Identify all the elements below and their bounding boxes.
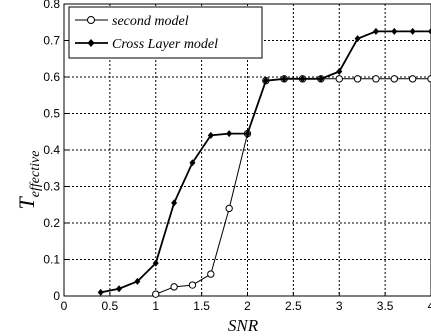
data-point-cross-layer-model <box>97 288 104 296</box>
data-point-cross-layer-model <box>116 285 123 293</box>
y-axis-label: Teffective <box>14 151 43 210</box>
x-tick-label: 3 <box>336 299 343 313</box>
data-point-cross-layer-model <box>317 75 324 83</box>
data-point-cross-layer-model <box>391 27 398 35</box>
y-tick-label: 0.1 <box>43 253 60 267</box>
x-tick-label: 2.5 <box>285 299 302 313</box>
data-point-cross-layer-model <box>281 75 288 83</box>
y-tick-label: 0.3 <box>43 180 60 194</box>
data-point-second-model <box>152 290 160 298</box>
y-axis-label-main: T <box>14 195 39 209</box>
data-point-cross-layer-model <box>354 35 361 43</box>
x-tick-label: 0.5 <box>102 299 119 313</box>
data-point-cross-layer-model <box>299 75 306 83</box>
legend-label-second-model: second model <box>112 14 189 29</box>
data-point-second-model <box>353 75 362 83</box>
y-axis-ticks: 0 0.1 0.2 0.3 0.4 0.5 0.6 0.7 0.8 <box>43 0 68 303</box>
y-axis-label-subscript: effective <box>28 151 43 198</box>
data-point-cross-layer-model <box>171 199 178 207</box>
legend-entry-second-model: second model <box>75 14 189 29</box>
x-tick-label: 1 <box>152 299 159 313</box>
data-point-second-model <box>225 204 233 213</box>
data-point-cross-layer-model <box>207 131 214 139</box>
data-point-second-model <box>188 281 197 289</box>
legend-label-cross-layer-model: Cross Layer model <box>112 37 218 52</box>
data-point-cross-layer-model <box>262 77 269 85</box>
data-point-cross-layer-model <box>189 159 196 167</box>
legend-entry-cross-layer-model: Cross Layer model <box>75 37 218 52</box>
x-axis-ticks: 0 0.5 1 1.5 2 2.5 3 3.5 4 <box>61 292 431 313</box>
x-tick-label: 2 <box>244 299 251 313</box>
data-point-cross-layer-model <box>372 27 379 35</box>
data-point-second-model <box>207 270 215 278</box>
x-tick-label: 0 <box>61 299 68 313</box>
y-tick-label: 0.6 <box>43 70 60 84</box>
y-tick-label: 0.8 <box>43 0 60 11</box>
legend-marker-cross-layer-model <box>87 39 95 47</box>
data-point-cross-layer-model <box>244 130 251 138</box>
data-point-cross-layer-model <box>336 68 343 76</box>
data-point-cross-layer-model <box>226 130 233 138</box>
y-tick-label: 0.5 <box>43 107 60 121</box>
series-layer <box>97 27 431 298</box>
data-point-second-model <box>408 75 417 83</box>
x-tick-label: 4 <box>428 299 431 313</box>
legend: second model Cross Layer model <box>68 6 263 59</box>
x-tick-label: 1.5 <box>193 299 210 313</box>
y-tick-label: 0 <box>53 289 60 303</box>
data-point-second-model <box>390 75 398 83</box>
series-line-cross-layer-model <box>100 30 431 294</box>
y-tick-label: 0.2 <box>43 216 60 230</box>
data-point-cross-layer-model <box>409 27 416 35</box>
y-tick-label: 0.7 <box>43 34 60 48</box>
data-point-second-model <box>372 75 380 83</box>
series-cross-layer-model <box>97 27 431 296</box>
data-point-cross-layer-model <box>428 27 431 35</box>
y-tick-label: 0.4 <box>43 143 60 157</box>
data-point-second-model <box>170 283 178 291</box>
legend-marker-second-model <box>87 16 95 24</box>
x-axis-label: SNR <box>228 316 259 335</box>
data-point-cross-layer-model <box>134 277 141 285</box>
legend-box <box>68 6 263 59</box>
x-tick-label: 3.5 <box>377 299 394 313</box>
data-point-second-model <box>335 75 343 83</box>
data-point-cross-layer-model <box>152 259 159 267</box>
